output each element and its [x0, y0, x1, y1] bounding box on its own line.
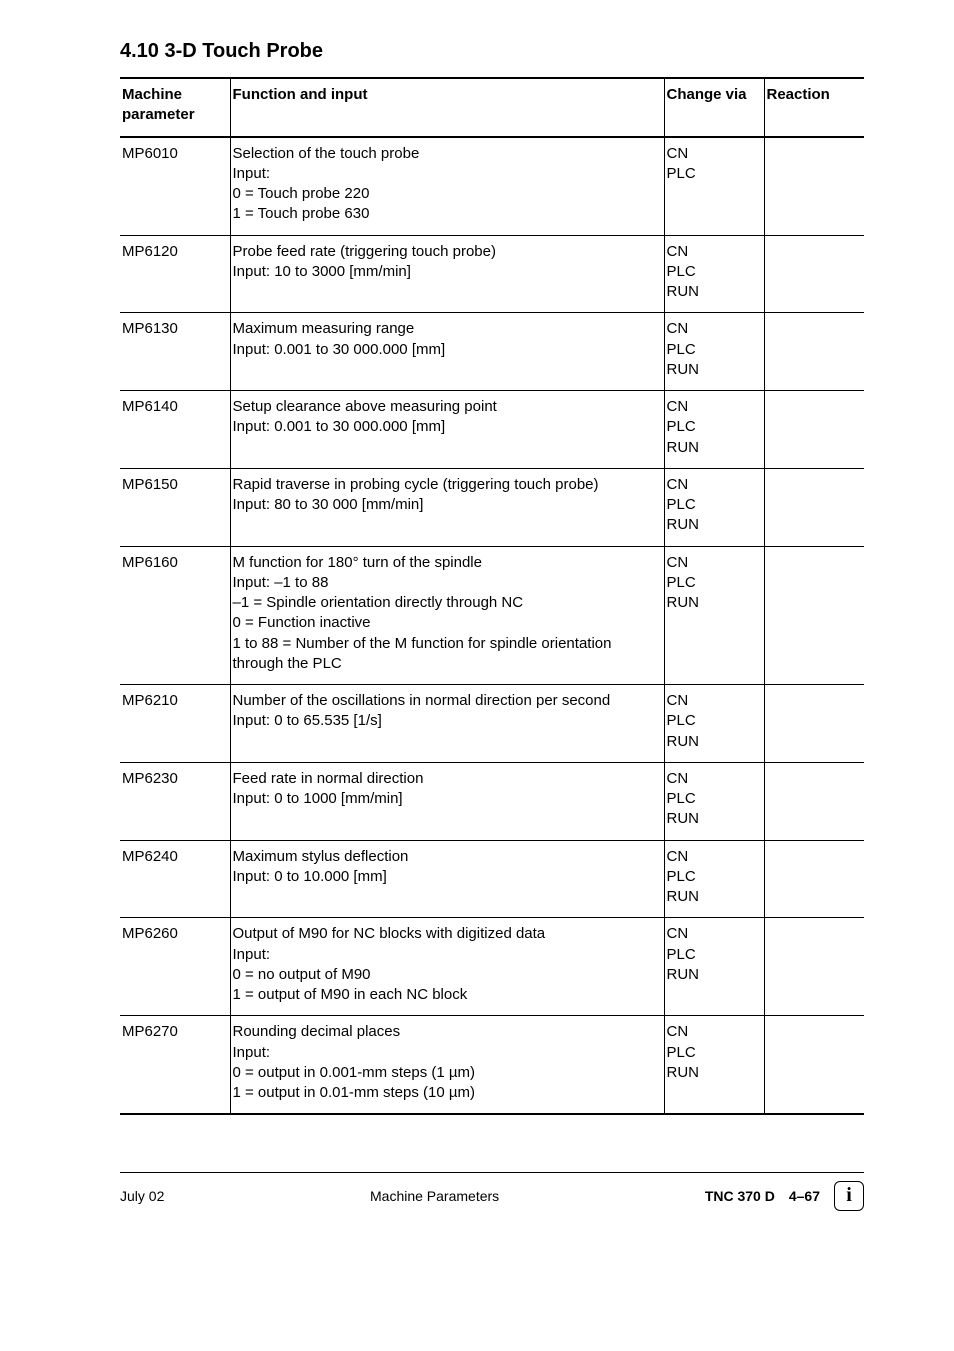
cell-reaction: [764, 313, 864, 391]
cell-function: Maximum measuring range Input: 0.001 to …: [230, 313, 664, 391]
cell-change-via: CN PLC RUN: [664, 918, 764, 1016]
cell-reaction: [764, 762, 864, 840]
info-icon: i: [834, 1181, 864, 1211]
cell-mp: MP6230: [120, 762, 230, 840]
table-row: MP6160M function for 180° turn of the sp…: [120, 546, 864, 685]
footer-page: 4–67: [789, 1188, 820, 1204]
cell-function: Rounding decimal places Input: 0 = outpu…: [230, 1016, 664, 1115]
col-reaction: Reaction: [764, 78, 864, 137]
footer-right: TNC 370 D 4–67 i: [705, 1181, 864, 1211]
footer-title: Machine Parameters: [164, 1188, 704, 1204]
cell-mp: MP6260: [120, 918, 230, 1016]
table-row: MP6240Maximum stylus deflection Input: 0…: [120, 840, 864, 918]
cell-change-via: CN PLC RUN: [664, 546, 764, 685]
table-row: MP6210Number of the oscillations in norm…: [120, 685, 864, 763]
cell-reaction: [764, 918, 864, 1016]
machine-parameter-table: Machine parameter Function and input Cha…: [120, 77, 864, 1115]
cell-reaction: [764, 391, 864, 469]
cell-reaction: [764, 468, 864, 546]
cell-change-via: CN PLC RUN: [664, 235, 764, 313]
table-row: MP6230Feed rate in normal direction Inpu…: [120, 762, 864, 840]
cell-function: Maximum stylus deflection Input: 0 to 10…: [230, 840, 664, 918]
cell-mp: MP6240: [120, 840, 230, 918]
cell-mp: MP6210: [120, 685, 230, 763]
cell-function: Probe feed rate (triggering touch probe)…: [230, 235, 664, 313]
cell-change-via: CN PLC RUN: [664, 840, 764, 918]
table-row: MP6260Output of M90 for NC blocks with d…: [120, 918, 864, 1016]
cell-change-via: CN PLC RUN: [664, 685, 764, 763]
page-footer: July 02 Machine Parameters TNC 370 D 4–6…: [120, 1172, 864, 1211]
cell-mp: MP6160: [120, 546, 230, 685]
table-row: MP6130Maximum measuring range Input: 0.0…: [120, 313, 864, 391]
table-body: MP6010Selection of the touch probe Input…: [120, 137, 864, 1115]
table-row: MP6120Probe feed rate (triggering touch …: [120, 235, 864, 313]
cell-mp: MP6010: [120, 137, 230, 236]
cell-mp: MP6270: [120, 1016, 230, 1115]
cell-function: Number of the oscillations in normal dir…: [230, 685, 664, 763]
footer-date: July 02: [120, 1188, 164, 1204]
cell-change-via: CN PLC RUN: [664, 762, 764, 840]
table-row: MP6270Rounding decimal places Input: 0 =…: [120, 1016, 864, 1115]
cell-change-via: CN PLC RUN: [664, 313, 764, 391]
cell-function: M function for 180° turn of the spindle …: [230, 546, 664, 685]
cell-reaction: [764, 137, 864, 236]
table-row: MP6140Setup clearance above measuring po…: [120, 391, 864, 469]
cell-reaction: [764, 1016, 864, 1115]
cell-change-via: CN PLC RUN: [664, 468, 764, 546]
cell-reaction: [764, 235, 864, 313]
cell-change-via: CN PLC: [664, 137, 764, 236]
cell-function: Output of M90 for NC blocks with digitiz…: [230, 918, 664, 1016]
cell-reaction: [764, 685, 864, 763]
table-row: MP6010Selection of the touch probe Input…: [120, 137, 864, 236]
cell-reaction: [764, 546, 864, 685]
cell-function: Feed rate in normal direction Input: 0 t…: [230, 762, 664, 840]
cell-change-via: CN PLC RUN: [664, 391, 764, 469]
col-change-via: Change via: [664, 78, 764, 137]
table-row: MP6150Rapid traverse in probing cycle (t…: [120, 468, 864, 546]
cell-function: Rapid traverse in probing cycle (trigger…: [230, 468, 664, 546]
cell-reaction: [764, 840, 864, 918]
cell-mp: MP6120: [120, 235, 230, 313]
cell-function: Setup clearance above measuring point In…: [230, 391, 664, 469]
footer-tnc: TNC 370 D: [705, 1188, 775, 1204]
col-machine-parameter: Machine parameter: [120, 78, 230, 137]
cell-mp: MP6140: [120, 391, 230, 469]
section-heading: 4.10 3-D Touch Probe: [120, 40, 864, 63]
page: 4.10 3-D Touch Probe Machine parameter F…: [0, 0, 954, 1351]
cell-change-via: CN PLC RUN: [664, 1016, 764, 1115]
table-header-row: Machine parameter Function and input Cha…: [120, 78, 864, 137]
cell-function: Selection of the touch probe Input: 0 = …: [230, 137, 664, 236]
cell-mp: MP6150: [120, 468, 230, 546]
col-function-input: Function and input: [230, 78, 664, 137]
cell-mp: MP6130: [120, 313, 230, 391]
